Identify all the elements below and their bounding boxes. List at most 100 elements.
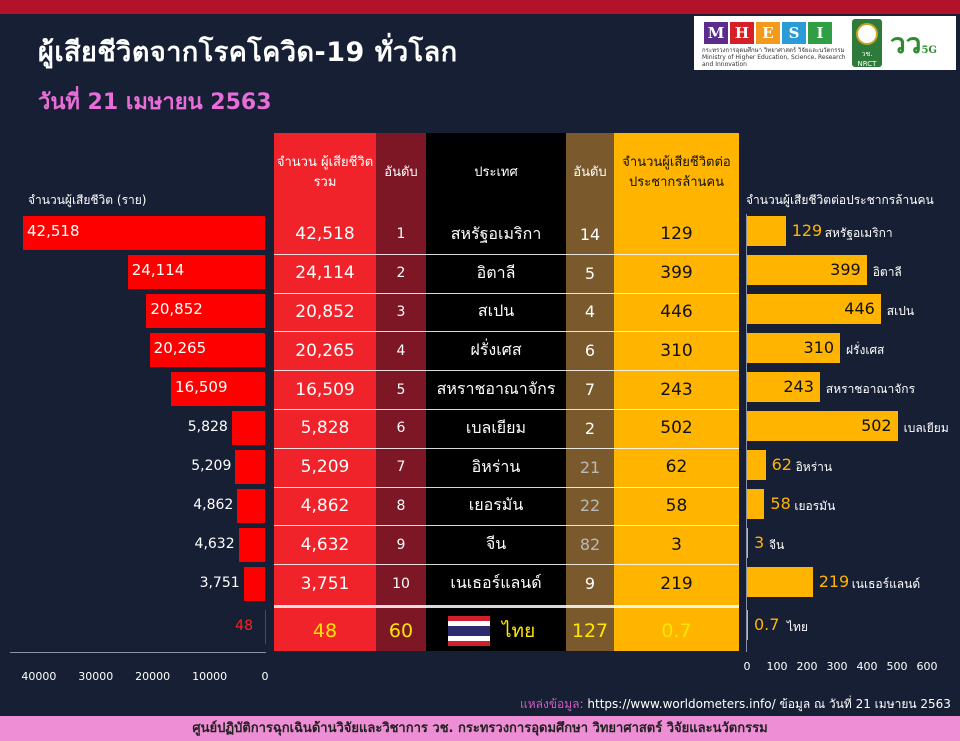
cell-rank: 9 xyxy=(396,536,406,553)
header-rank: อันดับ xyxy=(384,165,418,180)
left-bar xyxy=(146,294,265,328)
table-row-cell: 14 xyxy=(566,215,614,254)
ministry-text: กระทรวงการอุดมศึกษา วิทยาศาสตร์ วิจัยและ… xyxy=(702,47,846,68)
left-bar xyxy=(171,372,265,406)
cell-per-million: 62 xyxy=(665,457,688,478)
left-bar-label: 16,509 xyxy=(175,378,228,396)
right-axis-tick: 400 xyxy=(856,660,878,673)
row-divider xyxy=(274,605,739,608)
table-row-cell: 502 xyxy=(614,409,739,448)
right-bar-country: ไทย xyxy=(787,620,808,634)
source-url[interactable]: https://www.worldometers.info/ xyxy=(587,697,776,711)
table-row-cell: 20,852 xyxy=(274,293,376,332)
table-row-cell: 20,265 xyxy=(274,331,376,370)
left-bar-label: 4,632 xyxy=(194,536,235,552)
right-bar-country: สหราชอาณาจักร xyxy=(825,382,916,396)
left-bar xyxy=(23,216,265,250)
right-bar xyxy=(747,216,786,246)
left-bar-label: 5,209 xyxy=(191,458,232,474)
left-bar xyxy=(149,333,265,367)
table-row-cell: ฝรั่งเศส xyxy=(426,331,566,370)
cell-rank2: 7 xyxy=(584,380,596,400)
row-divider xyxy=(274,292,739,294)
left-axis-tick: 20000 xyxy=(135,670,171,683)
table-row-cell: อิตาลี xyxy=(426,254,566,293)
table-row-cell: 129 xyxy=(614,215,739,254)
cell-rank2: 127 xyxy=(571,620,609,642)
nrct-seal: วช. NRCT xyxy=(852,19,882,68)
page-date: วันที่ 21 เมษายน 2563 xyxy=(38,90,272,115)
row-divider xyxy=(274,564,739,566)
thailand-row-cell: 48 xyxy=(274,609,376,653)
cell-rank2: 21 xyxy=(579,457,601,477)
left-axis-tick: 0 xyxy=(261,670,269,683)
right-bar-label: 399 xyxy=(830,260,861,279)
row-divider xyxy=(274,525,739,527)
right-bar xyxy=(747,411,898,441)
right-bar-label: 446 xyxy=(844,299,875,318)
table-row-cell: 5,828 xyxy=(274,409,376,448)
table-row-cell: 7 xyxy=(376,448,426,487)
thailand-row-cell: 0.7 xyxy=(614,609,739,653)
cell-per-million: 3 xyxy=(671,534,682,555)
left-bar-label: 3,751 xyxy=(199,575,240,591)
cell-per-million: 129 xyxy=(660,224,693,245)
cell-rank: 10 xyxy=(392,575,410,592)
cell-rank: 1 xyxy=(396,226,406,243)
right-bar-label: 129 xyxy=(791,221,823,240)
left-axis-tick: 40000 xyxy=(21,670,57,683)
cell-total: 20,852 xyxy=(295,301,355,322)
table-row-cell: 3,751 xyxy=(274,564,376,603)
table-row-cell: 310 xyxy=(614,331,739,370)
cell-per-million: 310 xyxy=(660,340,693,361)
header-total: จำนวน ผู้เสียชีวิตรวม xyxy=(276,155,374,190)
table-row-cell: 82 xyxy=(566,525,614,564)
table-row-cell: 5,209 xyxy=(274,448,376,487)
left-bar-label: 20,265 xyxy=(153,339,207,357)
right-axis-label: จำนวนผู้เสียชีวิตต่อประชากรล้านคน xyxy=(746,193,934,207)
table-row-cell: 58 xyxy=(614,487,739,526)
cell-rank2: 82 xyxy=(579,535,601,555)
cell-rank2: 9 xyxy=(584,574,596,594)
cell-per-million: 58 xyxy=(665,495,688,516)
v5g-text: วว xyxy=(890,27,922,60)
table-row-cell: เบลเยียม xyxy=(426,409,566,448)
cell-rank: 6 xyxy=(396,420,406,437)
table-row-cell: 3 xyxy=(614,525,739,564)
table-row-cell: 8 xyxy=(376,487,426,526)
right-axis-tick: 300 xyxy=(826,660,848,673)
left-bar xyxy=(264,610,265,644)
table-row-cell: 446 xyxy=(614,293,739,332)
thailand-row-cell: ไทย xyxy=(426,609,566,653)
right-bar-country: สหรัฐอเมริกา xyxy=(824,226,893,240)
seal-text: วช. NRCT xyxy=(857,50,877,68)
table-row-cell: 4,632 xyxy=(274,525,376,564)
cell-total: 4,862 xyxy=(300,495,350,516)
cell-per-million: 243 xyxy=(660,379,693,400)
cell-country: จีน xyxy=(485,534,507,554)
left-bar-label: 48 xyxy=(235,618,253,634)
table-row-cell: 219 xyxy=(614,564,739,603)
right-bar-label: 219 xyxy=(818,572,850,591)
cell-total: 20,265 xyxy=(295,340,355,361)
source-date: ข้อมูล ณ วันที่ 21 เมษายน 2563 xyxy=(779,697,951,711)
right-bar-country: สเปน xyxy=(886,304,915,318)
table-row-cell: 4 xyxy=(566,293,614,332)
table-row-cell: 7 xyxy=(566,370,614,409)
cell-country: อิตาลี xyxy=(476,262,516,282)
cell-country: ไทย xyxy=(502,620,536,642)
table-row-cell: 24,114 xyxy=(274,254,376,293)
cell-country: ฝรั่งเศส xyxy=(470,340,522,360)
table-row-cell: 6 xyxy=(566,331,614,370)
cell-total: 24,114 xyxy=(295,263,355,284)
seal-emblem-icon xyxy=(856,23,878,45)
right-axis-tick: 0 xyxy=(743,660,751,673)
right-bar-label: 58 xyxy=(770,494,791,513)
left-bar-label: 20,852 xyxy=(150,300,203,318)
thailand-flag-icon xyxy=(448,616,490,646)
right-bar-label: 0.7 xyxy=(754,615,780,634)
left-axis-label: จำนวนผู้เสียชีวิต (ราย) xyxy=(28,193,147,207)
mhesi-letter: M xyxy=(704,22,728,44)
table-row-cell: จีน xyxy=(426,525,566,564)
